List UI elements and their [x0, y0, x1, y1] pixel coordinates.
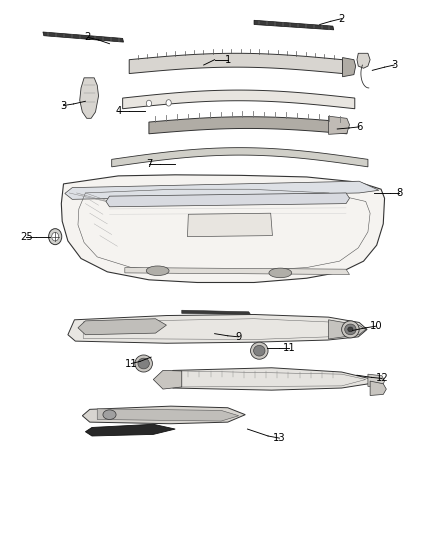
Ellipse shape	[342, 321, 359, 338]
Text: 12: 12	[375, 374, 389, 383]
Polygon shape	[82, 406, 245, 424]
Polygon shape	[187, 213, 272, 237]
Ellipse shape	[269, 268, 292, 278]
Text: 2: 2	[339, 14, 345, 23]
Polygon shape	[370, 381, 386, 395]
Polygon shape	[85, 424, 175, 436]
Text: 10: 10	[370, 321, 382, 331]
Ellipse shape	[138, 358, 149, 369]
Text: 1: 1	[225, 55, 231, 64]
Polygon shape	[61, 175, 385, 282]
Ellipse shape	[135, 355, 152, 372]
Text: 8: 8	[396, 188, 403, 198]
Polygon shape	[328, 116, 350, 134]
Text: 13: 13	[273, 433, 286, 443]
Polygon shape	[97, 409, 239, 421]
Polygon shape	[328, 320, 366, 339]
Ellipse shape	[345, 324, 356, 335]
Polygon shape	[123, 90, 355, 109]
Polygon shape	[43, 32, 124, 42]
Ellipse shape	[103, 410, 116, 419]
Polygon shape	[182, 310, 251, 314]
Polygon shape	[68, 314, 367, 343]
Ellipse shape	[146, 266, 169, 276]
Polygon shape	[162, 368, 369, 390]
Text: 4: 4	[115, 106, 121, 116]
Polygon shape	[153, 370, 182, 389]
Polygon shape	[112, 148, 368, 167]
Ellipse shape	[348, 327, 353, 332]
Polygon shape	[129, 53, 343, 74]
Circle shape	[166, 100, 171, 106]
Polygon shape	[78, 319, 166, 335]
Text: 9: 9	[236, 332, 242, 342]
Text: 11: 11	[283, 343, 296, 352]
Text: 11: 11	[125, 359, 138, 368]
Polygon shape	[254, 20, 334, 30]
Polygon shape	[368, 374, 385, 386]
Text: 3: 3	[391, 60, 397, 70]
Ellipse shape	[251, 342, 268, 359]
Circle shape	[49, 229, 62, 245]
Ellipse shape	[254, 345, 265, 356]
Polygon shape	[65, 181, 379, 199]
Text: 25: 25	[20, 232, 33, 241]
Circle shape	[146, 100, 152, 107]
Polygon shape	[149, 117, 347, 134]
Polygon shape	[343, 58, 356, 77]
Circle shape	[52, 232, 59, 241]
Polygon shape	[125, 268, 350, 274]
Polygon shape	[106, 193, 350, 207]
Polygon shape	[80, 78, 99, 118]
Text: 2: 2	[85, 33, 91, 42]
Polygon shape	[357, 53, 370, 68]
Text: 7: 7	[146, 159, 152, 168]
Text: 3: 3	[60, 101, 67, 110]
Text: 6: 6	[356, 122, 362, 132]
